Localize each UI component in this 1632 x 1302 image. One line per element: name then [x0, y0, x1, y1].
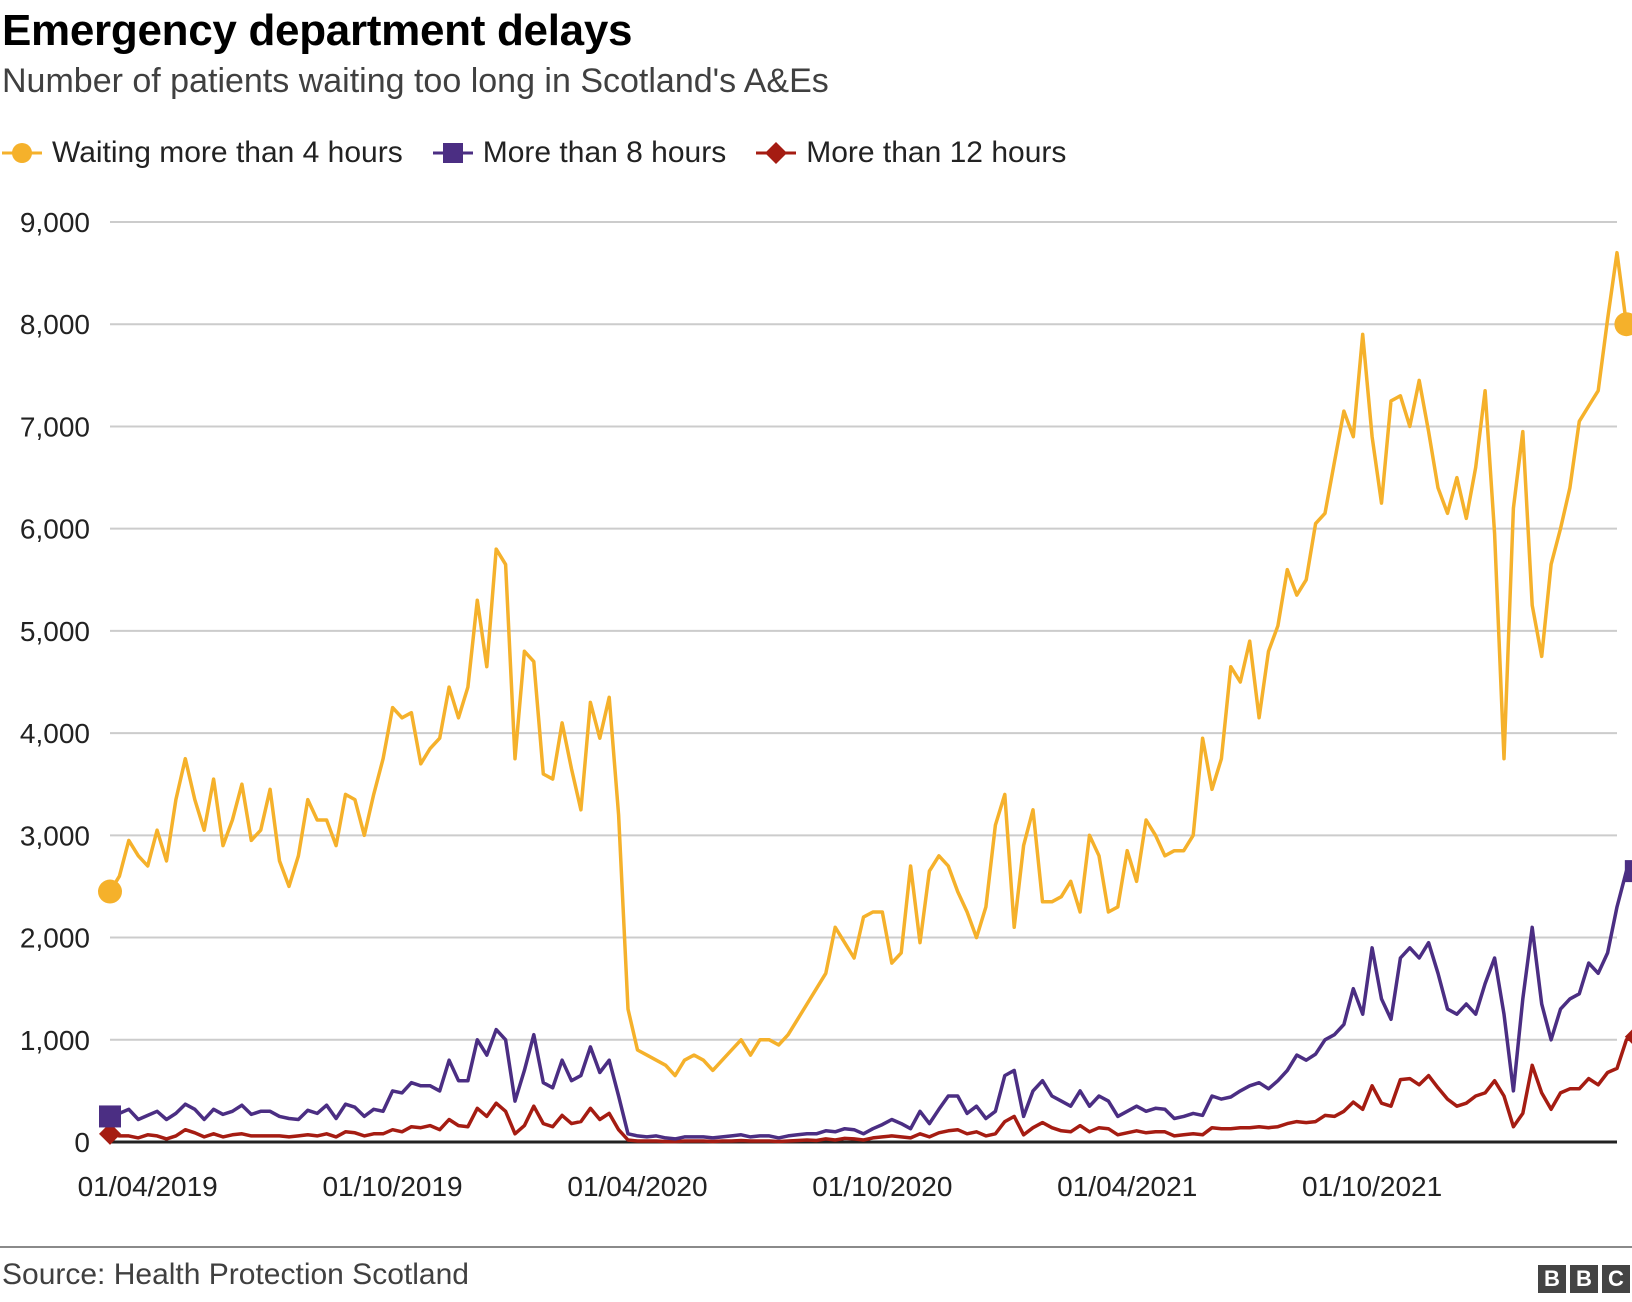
series-8-hours-line	[108, 869, 1632, 1141]
bbc-logo-letter: B	[1570, 1265, 1598, 1293]
y-tick-label: 2,000	[20, 923, 90, 954]
bbc-logo: B B C	[1534, 1265, 1630, 1293]
x-tick-label: 01/04/2020	[567, 1171, 707, 1202]
legend-label-12-hours: More than 12 hours	[806, 136, 1067, 169]
x-tick-label: 01/04/2021	[1057, 1171, 1197, 1202]
legend-item-4-hours: Waiting more than 4 hours	[2, 136, 403, 170]
legend-circle-marker-icon	[2, 143, 42, 163]
legend: Waiting more than 4 hours More than 8 ho…	[2, 136, 1096, 170]
chart-subtitle: Number of patients waiting too long in S…	[2, 62, 829, 100]
y-tick-label: 4,000	[20, 718, 90, 749]
legend-label-8-hours: More than 8 hours	[482, 136, 727, 169]
y-tick-label: 6,000	[20, 514, 90, 545]
y-tick-label: 7,000	[20, 411, 90, 442]
x-tick-label: 01/10/2020	[812, 1171, 952, 1202]
x-tick-label: 01/04/2019	[78, 1171, 218, 1202]
legend-item-8-hours: More than 8 hours	[432, 136, 727, 170]
series-12-hours-start-marker	[99, 1122, 121, 1145]
footer-divider	[0, 1246, 1632, 1248]
series-4-hours-start-marker	[98, 879, 122, 904]
legend-diamond-marker-icon	[756, 142, 797, 164]
series-4-hours-line	[108, 250, 1629, 1078]
series-12-hours-end-marker	[1624, 1029, 1632, 1044]
y-tick-label: 5,000	[20, 616, 90, 647]
source-note: Source: Health Protection Scotland	[2, 1258, 469, 1291]
series-group	[98, 250, 1632, 1145]
bbc-logo-letter: C	[1602, 1265, 1630, 1293]
y-tick-label: 3,000	[20, 820, 90, 851]
series-8-hours-start-marker	[99, 1105, 121, 1128]
series-4-hours-end-marker	[1614, 312, 1632, 337]
series-8-hours-end-marker	[1624, 860, 1632, 883]
x-tick-label: 01/10/2021	[1302, 1171, 1442, 1202]
bbc-logo-letter: B	[1538, 1265, 1566, 1293]
x-axis-ticks: 01/04/2019 01/10/2019 01/04/2020 01/10/2020…	[78, 1171, 1443, 1202]
y-tick-label: 0	[74, 1127, 90, 1158]
chart-title: Emergency department delays	[2, 6, 633, 55]
series-12-hours-line	[108, 1036, 1632, 1144]
line-chart: 0 1,000 2,000 3,000 4,000 5,000 6,000 7,000 8,00…	[20, 207, 1632, 1202]
y-tick-label: 9,000	[20, 207, 90, 238]
gridlines	[110, 221, 1617, 1144]
y-axis-ticks: 0 1,000 2,000 3,000 4,000 5,000 6,000 7,000 8,00…	[20, 207, 90, 1158]
y-tick-label: 1,000	[20, 1025, 90, 1056]
x-tick-label: 01/10/2019	[322, 1171, 462, 1202]
legend-square-marker-icon	[432, 143, 473, 163]
legend-label-4-hours: Waiting more than 4 hours	[52, 136, 403, 169]
legend-item-12-hours: More than 12 hours	[756, 136, 1066, 170]
y-tick-label: 8,000	[20, 309, 90, 340]
